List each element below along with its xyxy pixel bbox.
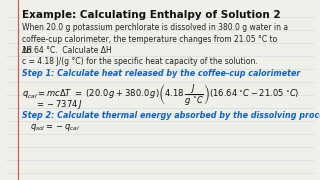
Text: When 20.0 g potassium perchlorate is dissolved in 380.0 g water in a: When 20.0 g potassium perchlorate is dis… (22, 23, 288, 32)
Text: Example: Calculating Enthalpy of Solution 2: Example: Calculating Enthalpy of Solutio… (22, 10, 281, 20)
Text: Step 2: Calculate thermal energy absorbed by the dissolving process: Step 2: Calculate thermal energy absorbe… (22, 111, 320, 120)
Text: Step 1: Calculate heat released by the coffee-cup calorimeter: Step 1: Calculate heat released by the c… (22, 69, 300, 78)
Text: $q_{cal} = mc\Delta T\ =\ (20.0\,g + 380.0\,g)\left(4.18\,\dfrac{J}{g\,{^\circ\!: $q_{cal} = mc\Delta T\ =\ (20.0\,g + 380… (22, 82, 300, 107)
Text: c = 4.18 J/(g °C) for the specific heat capacity of the solution.: c = 4.18 J/(g °C) for the specific heat … (22, 57, 258, 66)
Text: ΔH: ΔH (22, 46, 33, 55)
Text: $= -7374\,J$: $= -7374\,J$ (35, 98, 83, 111)
Text: 16.64 °C.  Calculate ΔH: 16.64 °C. Calculate ΔH (22, 46, 112, 55)
Text: $q_{sol} = -q_{cal}$: $q_{sol} = -q_{cal}$ (30, 122, 80, 133)
Text: coffee-cup calorimeter, the temperature changes from 21.05 °C to: coffee-cup calorimeter, the temperature … (22, 35, 277, 44)
